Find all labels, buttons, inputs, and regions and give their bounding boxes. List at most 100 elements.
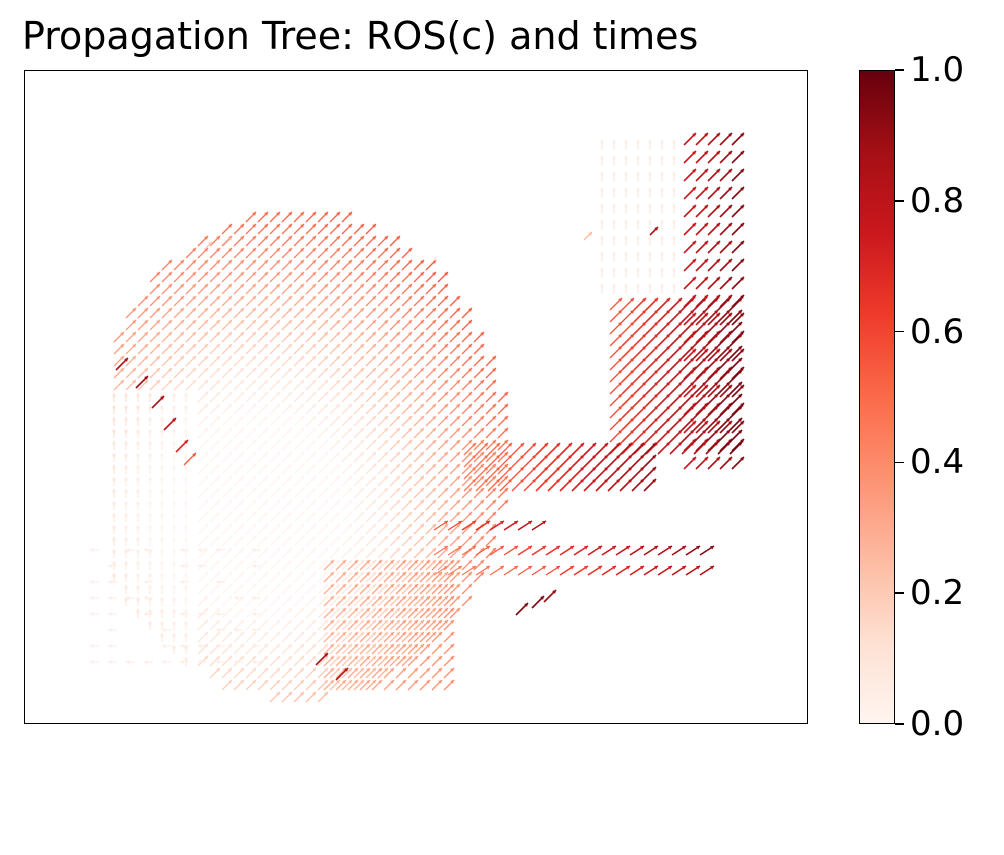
- propagation-arrowhead: [136, 525, 140, 528]
- propagation-arrowhead: [90, 596, 93, 600]
- colorbar-tick-label: 0.0: [910, 707, 964, 741]
- propagation-arrowhead: [660, 204, 664, 207]
- propagation-arrowhead: [148, 501, 152, 504]
- colorbar-tick-mark: [895, 200, 904, 202]
- propagation-arrowhead: [172, 621, 176, 624]
- propagation-arrowhead: [124, 405, 128, 408]
- propagation-arrowhead: [112, 573, 116, 576]
- propagation-arrowhead: [124, 573, 128, 576]
- propagation-arrowhead: [184, 609, 188, 612]
- propagation-arrowhead: [624, 268, 628, 271]
- propagation-arrowhead: [148, 441, 152, 444]
- propagation-arrowhead: [124, 537, 128, 540]
- propagation-arrowhead: [112, 477, 116, 480]
- propagation-arrowhead: [112, 501, 116, 504]
- propagation-arrowhead: [672, 252, 676, 255]
- propagation-arrowhead: [612, 204, 616, 207]
- propagation-arrowhead: [172, 585, 176, 588]
- propagation-arrowhead: [160, 477, 164, 480]
- colorbar-tick-label: 1.0: [910, 53, 964, 87]
- propagation-arrowhead: [136, 417, 140, 420]
- propagation-arrowhead: [624, 140, 628, 143]
- propagation-arrowhead: [636, 156, 640, 159]
- propagation-arrowhead: [184, 453, 188, 456]
- propagation-arrowhead: [112, 441, 116, 444]
- propagation-arrowhead: [624, 172, 628, 175]
- propagation-arrowhead: [172, 513, 176, 516]
- propagation-arrowhead: [124, 441, 128, 444]
- colorbar-tick-mark: [895, 723, 904, 725]
- propagation-arrowhead: [90, 612, 93, 616]
- propagation-arrowhead: [124, 561, 128, 564]
- propagation-arrowhead: [184, 561, 188, 564]
- propagation-arrowhead: [144, 660, 147, 664]
- propagation-arrowhead: [108, 564, 111, 568]
- colorbar-tick-label: 0.4: [910, 445, 964, 479]
- propagation-arrowhead: [600, 252, 604, 255]
- propagation-arrowhead: [624, 156, 628, 159]
- propagation-arrowhead: [136, 453, 140, 456]
- propagation-arrowhead: [216, 628, 219, 632]
- propagation-arrowhead: [600, 156, 604, 159]
- propagation-arrowhead: [136, 405, 140, 408]
- propagation-arrowhead: [148, 561, 152, 564]
- propagation-arrowhead: [108, 660, 111, 664]
- propagation-arrowhead: [136, 513, 140, 516]
- colorbar-tick-label: 0.6: [910, 315, 964, 349]
- propagation-arrowhead: [136, 393, 140, 396]
- propagation-arrowhead: [636, 172, 640, 175]
- propagation-arrowhead: [136, 465, 140, 468]
- propagation-arrowhead: [172, 429, 176, 432]
- propagation-arrowhead: [672, 236, 676, 239]
- propagation-arrowhead: [112, 537, 116, 540]
- propagation-arrowhead: [184, 513, 188, 516]
- propagation-arrowhead: [160, 549, 164, 552]
- propagation-arrowhead: [112, 549, 116, 552]
- propagation-arrowhead: [124, 429, 128, 432]
- propagation-arrowhead: [216, 660, 219, 664]
- propagation-arrowhead: [172, 561, 176, 564]
- propagation-arrowhead: [636, 140, 640, 143]
- propagation-arrowhead: [172, 609, 176, 612]
- propagation-arrowhead: [172, 489, 176, 492]
- propagation-arrowhead: [112, 513, 116, 516]
- propagation-arrowhead: [648, 236, 652, 239]
- propagation-arrowhead: [180, 660, 183, 664]
- colorbar-tick-mark: [895, 331, 904, 333]
- propagation-arrowhead: [160, 573, 164, 576]
- propagation-arrowhead: [198, 644, 201, 648]
- arrow-field: [24, 70, 808, 724]
- propagation-arrowhead: [612, 172, 616, 175]
- propagation-arrowhead: [180, 580, 183, 584]
- propagation-arrowhead: [600, 204, 604, 207]
- propagation-arrowhead: [624, 188, 628, 191]
- propagation-arrowhead: [660, 268, 664, 271]
- propagation-arrowhead: [136, 501, 140, 504]
- propagation-arrowhead: [162, 644, 165, 648]
- propagation-arrowhead: [144, 580, 147, 584]
- propagation-arrowhead: [612, 284, 616, 287]
- propagation-arrowhead: [160, 465, 164, 468]
- propagation-arrowhead: [136, 561, 140, 564]
- propagation-arrowhead: [144, 548, 147, 552]
- propagation-arrowhead: [144, 596, 147, 600]
- propagation-arrowhead: [648, 252, 652, 255]
- propagation-arrowhead: [112, 429, 116, 432]
- propagation-arrowhead: [160, 453, 164, 456]
- propagation-arrowhead: [172, 525, 176, 528]
- propagation-arrowhead: [624, 236, 628, 239]
- propagation-arrowhead: [108, 644, 111, 648]
- chart-title: Propagation Tree: ROS(c) and times: [22, 14, 698, 58]
- propagation-arrowhead: [600, 236, 604, 239]
- propagation-arrowhead: [184, 597, 188, 600]
- propagation-arrowhead: [160, 537, 164, 540]
- propagation-arrowhead: [184, 621, 188, 624]
- propagation-arrowhead: [612, 252, 616, 255]
- propagation-arrowhead: [160, 501, 164, 504]
- colorbar-tick-mark: [895, 462, 904, 464]
- propagation-arrowhead: [162, 660, 165, 664]
- propagation-arrowhead: [600, 268, 604, 271]
- propagation-arrowhead: [636, 204, 640, 207]
- propagation-arrowhead: [184, 537, 188, 540]
- propagation-arrowhead: [234, 596, 237, 600]
